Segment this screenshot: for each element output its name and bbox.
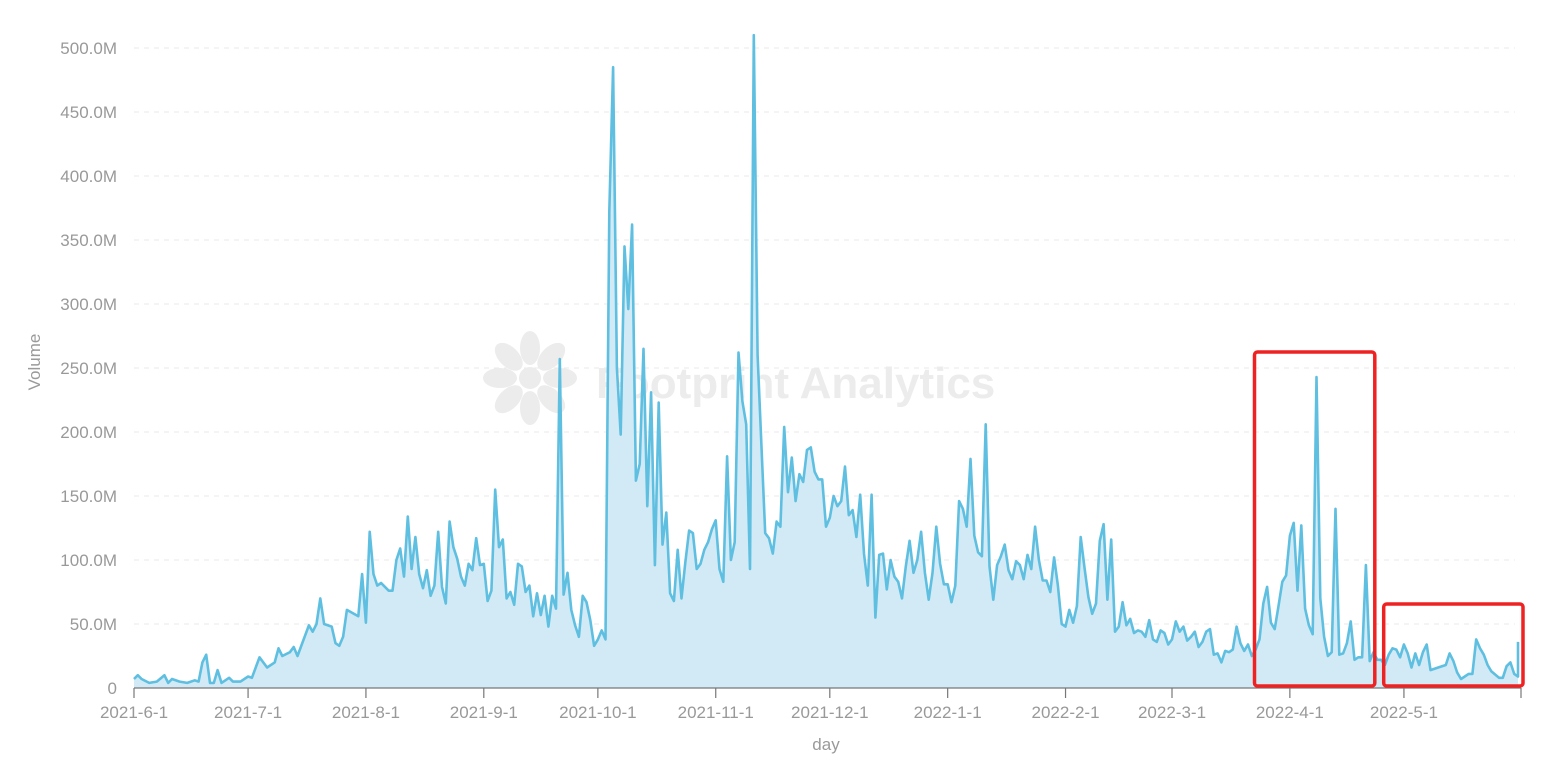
highlight-boxes	[1252, 350, 1525, 688]
y-tick-label: 300.0M	[60, 295, 117, 314]
x-axis-title: day	[812, 735, 840, 754]
x-tick-label: 2021-12-1	[791, 703, 869, 722]
logo-petal	[494, 342, 523, 371]
logo-petal	[483, 368, 517, 388]
x-tick-label: 2021-10-1	[559, 703, 637, 722]
footprint-logo-icon	[483, 331, 577, 425]
y-tick-label: 50.0M	[70, 615, 117, 634]
volume-line	[133, 33, 1520, 685]
highlight-box	[1381, 602, 1525, 688]
logo-core	[519, 367, 541, 389]
y-tick-label: 400.0M	[60, 167, 117, 186]
logo-petal	[494, 385, 523, 414]
volume-area-fill	[134, 35, 1518, 688]
y-tick-label: 500.0M	[60, 39, 117, 58]
y-tick-label: 150.0M	[60, 487, 117, 506]
x-tick-label: 2021-11-1	[678, 703, 754, 722]
x-tick-label: 2022-4-1	[1256, 703, 1324, 722]
x-tick-label: 2022-2-1	[1032, 703, 1100, 722]
watermark-text: Footprint Analytics	[596, 359, 995, 408]
y-axis-ticks: 0 50.0M 100.0M 150.0M 200.0M 250.0M 300.0M 350.…	[60, 39, 117, 698]
x-tick-label: 2022-1-1	[914, 703, 982, 722]
y-tick-label: 250.0M	[60, 359, 117, 378]
y-tick-label: 0	[108, 679, 117, 698]
x-tick-label: 2021-9-1	[450, 703, 518, 722]
y-gridlines	[134, 47, 1515, 625]
y-tick-label: 450.0M	[60, 103, 117, 122]
y-tick-label: 200.0M	[60, 423, 117, 442]
highlight-box	[1252, 350, 1377, 688]
logo-petal	[520, 391, 540, 425]
x-tick-label: 2022-5-1	[1370, 703, 1438, 722]
x-tick-label: 2021-6-1	[100, 703, 168, 722]
x-tick-label: 2022-3-1	[1138, 703, 1206, 722]
y-axis-title: Volume	[25, 334, 44, 391]
logo-petal	[520, 331, 540, 365]
y-tick-label: 100.0M	[60, 551, 117, 570]
footprint-watermark: Footprint Analytics	[483, 331, 995, 425]
x-tick-label: 2021-8-1	[332, 703, 400, 722]
logo-petal	[537, 342, 566, 371]
x-tick-label: 2021-7-1	[214, 703, 282, 722]
y-tick-label: 350.0M	[60, 231, 117, 250]
x-axis: 2021-6-1 2021-7-1 2021-8-1 2021-9-1 2021-10-…	[100, 687, 1522, 722]
